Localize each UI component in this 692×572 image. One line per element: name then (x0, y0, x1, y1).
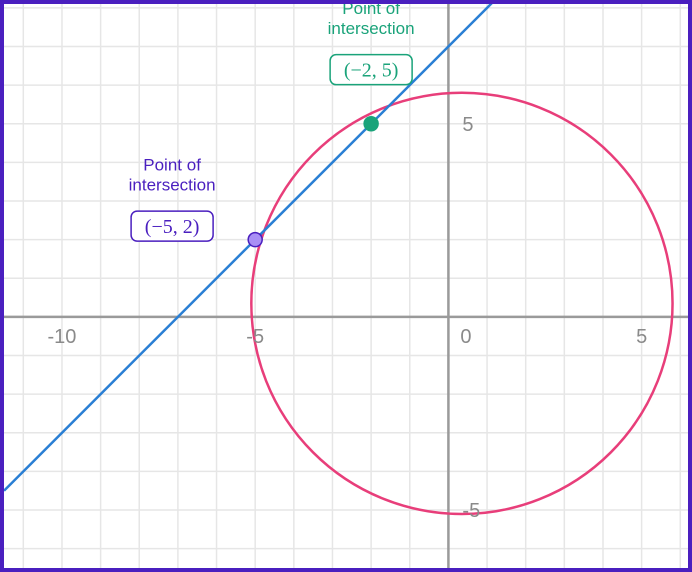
intersection-point (364, 117, 378, 131)
annotation-title: intersection (328, 19, 415, 38)
graph-svg: -10-505-55Point ofintersection(−5, 2)Poi… (0, 0, 692, 572)
graph-container: -10-505-55Point ofintersection(−5, 2)Poi… (0, 0, 692, 572)
annotation-coord: (−5, 2) (145, 216, 200, 238)
intersection-point (248, 233, 262, 247)
x-tick-label: -10 (48, 326, 77, 348)
annotation-coord: (−2, 5) (344, 60, 399, 82)
y-tick-label: 5 (462, 114, 473, 136)
x-tick-label: 5 (636, 326, 647, 348)
y-tick-label: -5 (462, 500, 480, 522)
annotation-title: Point of (143, 155, 201, 174)
x-tick-label: -5 (246, 326, 264, 348)
annotation-title: intersection (129, 175, 216, 194)
x-tick-label: 0 (460, 326, 471, 348)
